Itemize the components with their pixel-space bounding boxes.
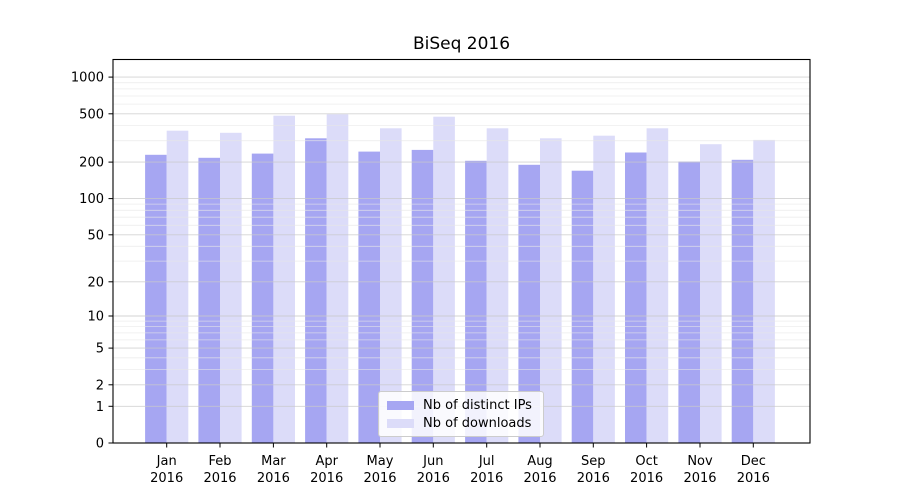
bar-distinct-ips-Mar <box>251 153 274 443</box>
x-tick-label-month: Dec <box>741 454 766 469</box>
chart-title: BiSeq 2016 <box>412 34 511 54</box>
x-tick-label-year: 2016 <box>150 471 183 486</box>
bar-distinct-ips-Apr <box>305 138 327 444</box>
x-tick-label-year: 2016 <box>577 471 610 486</box>
bar-distinct-ips-Dec <box>731 159 754 444</box>
x-tick-label-month: Jan <box>156 454 177 469</box>
bar-distinct-ips-Oct <box>625 152 647 443</box>
x-tick-label-month: Feb <box>208 454 231 469</box>
x-tick-label-year: 2016 <box>737 471 770 486</box>
y-tick-label: 10 <box>87 310 104 325</box>
x-tick-label-year: 2016 <box>523 471 556 486</box>
bar-downloads-Dec <box>753 139 775 443</box>
legend-label-downloads: Nb of downloads <box>423 415 532 431</box>
x-tick-label-year: 2016 <box>630 471 663 486</box>
legend-item-downloads: Nb of downloads <box>387 416 535 431</box>
x-axis: Jan 2016 Feb 2016 Mar 2016 Apr 2016 May 2016 Jun 20… <box>150 443 770 486</box>
bar-downloads-May <box>380 128 402 444</box>
bar-downloads-Sep <box>593 135 615 443</box>
x-tick-label-month: Aug <box>527 454 552 469</box>
bar-downloads-Mar <box>273 115 295 443</box>
x-tick-label-month: May <box>367 454 394 469</box>
plot-frame <box>112 58 811 444</box>
bar-distinct-ips-Nov <box>678 161 700 443</box>
bar-downloads-Feb <box>220 132 242 444</box>
y-tick-label: 2 <box>96 378 104 393</box>
gridlines-group <box>113 76 810 407</box>
bar-distinct-ips-May <box>358 151 380 443</box>
y-tick-label: 0 <box>96 437 104 452</box>
bar-downloads-Aug <box>540 138 562 444</box>
x-tick-label-month: Oct <box>635 454 657 469</box>
legend-label-distinct-ips: Nb of distinct IPs <box>423 397 532 413</box>
bar-downloads-Apr <box>326 114 349 444</box>
x-tick-label-month: Sep <box>581 454 606 469</box>
bar-distinct-ips-Sep <box>571 170 594 443</box>
x-tick-label-month: Mar <box>261 454 286 469</box>
bar-downloads-Jul <box>486 128 509 444</box>
x-tick-label-year: 2016 <box>310 471 343 486</box>
y-tick-label: 1 <box>96 400 104 415</box>
y-axis: 0 1 2 5 10 20 50 100 200 500 1000 <box>71 71 113 452</box>
x-tick-label-month: Jun <box>422 454 443 469</box>
bar-downloads-Jan <box>166 130 189 443</box>
y-tick-label: 50 <box>87 228 104 243</box>
x-tick-label-year: 2016 <box>683 471 716 486</box>
legend-item-distinct-ips: Nb of distinct IPs <box>387 398 535 413</box>
x-tick-label-month: Apr <box>315 454 338 469</box>
x-tick-label-year: 2016 <box>363 471 396 486</box>
x-tick-label-month: Jul <box>478 454 495 469</box>
legend-swatch-downloads <box>387 418 414 428</box>
bar-downloads-Oct <box>646 128 669 444</box>
legend: Nb of distinct IPs Nb of downloads <box>378 391 544 437</box>
bar-downloads-Nov <box>700 144 722 443</box>
y-tick-label: 100 <box>79 192 104 207</box>
y-tick-label: 200 <box>79 156 104 171</box>
y-tick-label: 1000 <box>71 71 104 86</box>
x-tick-label-year: 2016 <box>417 471 450 486</box>
bar-distinct-ips-Jan <box>145 154 167 444</box>
x-tick-label-year: 2016 <box>470 471 503 486</box>
y-tick-label: 5 <box>96 342 104 357</box>
legend-swatch-distinct-ips <box>387 400 414 410</box>
x-tick-label-month: Nov <box>687 454 713 469</box>
y-tick-label: 500 <box>79 107 104 122</box>
bar-distinct-ips-Jul <box>465 160 487 444</box>
bar-distinct-ips-Feb <box>198 157 220 444</box>
x-tick-label-year: 2016 <box>257 471 290 486</box>
y-tick-label: 20 <box>87 275 104 290</box>
x-tick-label-year: 2016 <box>203 471 236 486</box>
